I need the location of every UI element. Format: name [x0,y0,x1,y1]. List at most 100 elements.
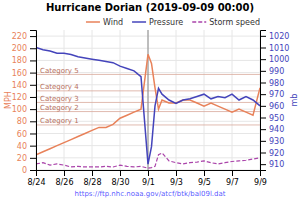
tick-label: 200 [12,44,27,53]
tick-label: 920 [269,149,284,158]
grid-line [204,30,205,170]
axis-line [261,31,267,171]
tick: 990 [260,67,284,76]
legend-swatch [192,21,206,23]
legend-item: Storm speed [192,18,260,27]
tick-label: 910 [269,160,284,169]
tick: 1010 [260,44,289,53]
tick-label: 1000 [269,55,289,64]
annotation: Category 3 [40,95,79,103]
tick-mark [260,83,266,84]
tick: 60 [17,130,36,139]
tick-mark [260,94,266,95]
tick-label: 980 [269,79,284,88]
tick: 9/7 [226,170,239,187]
tick: 9/3 [170,170,183,187]
tick-mark [260,141,266,142]
tick-label: 100 [12,105,27,114]
annotation: Category 2 [40,104,79,112]
axis: 0 20 40 60 80 100 120 140 160 180 200 220 [12,31,37,176]
annotation: Category 1 [40,117,79,125]
tick-label: 1020 [269,32,289,41]
tick: 160 [12,69,36,78]
tick-label: 950 [269,114,284,123]
tick-mark [204,170,205,176]
tick-label: 60 [17,130,27,139]
tick-label: 8/30 [112,178,130,187]
tick-mark [260,118,266,119]
tick-mark [176,170,177,176]
tick: 20 [17,154,36,163]
series-line [36,54,260,154]
tick: 910 [260,160,284,169]
tick-label: 940 [269,125,284,134]
tick-label: 930 [269,137,284,146]
axis: 910920930940950960970980990100010101020 [260,31,289,171]
tick-label: 160 [12,69,27,78]
tick: 0 [22,166,36,175]
axis-line [37,171,261,177]
tick-label: 8/26 [56,178,74,187]
tick-label: 990 [269,67,284,76]
tick-label: 180 [12,56,27,65]
tick-mark [120,170,121,176]
tick: 220 [12,32,36,41]
tick-label: 8/24 [28,178,46,187]
tick-mark [92,170,93,176]
tick: 140 [12,81,36,90]
tick-label: 0 [22,166,27,175]
tick: 930 [260,137,284,146]
tick: 80 [17,117,36,126]
annotation: Category 5 [40,67,79,75]
tick: 8/24 [28,170,46,187]
title: Hurricane Dorian (2019-09-09 00:00) [46,2,254,13]
legend-label: Storm speed [209,18,260,27]
grid-line [232,30,233,170]
tick-mark [30,85,36,86]
tick-mark [260,71,266,72]
tick: 200 [12,44,36,53]
tick-mark [30,48,36,49]
tick-label: 40 [17,142,27,151]
tick-mark [30,121,36,122]
tick-label: 80 [17,117,27,126]
tick: 40 [17,142,36,151]
plot-area [36,30,260,170]
tick: 960 [260,102,284,111]
tick-label: 1010 [269,44,289,53]
grid-line [176,30,177,170]
tick-mark [232,170,233,176]
grid-line [120,30,121,170]
tick-mark [30,97,36,98]
tick-mark [30,170,36,171]
tick-label: 9/5 [198,178,211,187]
grid-line [148,30,149,170]
tick: 9/9 [254,170,267,187]
grid [36,30,260,170]
tick-label: 20 [17,154,27,163]
tick-mark [260,59,266,60]
tick-mark [260,153,266,154]
legend-swatch [86,21,100,23]
axis-title: mb [290,94,299,107]
tick-mark [30,60,36,61]
legend-label: Pressure [149,18,183,27]
legend-item: Wind [86,18,123,27]
source: https://ftp.nhc.noaa.gov/atcf/btk/bal09l… [74,190,225,198]
tick: 8/30 [112,170,130,187]
chart: Hurricane Dorian (2019-09-09 00:00) Categ… [0,0,300,200]
tick-label: 220 [12,32,27,41]
tick: 980 [260,79,284,88]
tick-mark [260,48,266,49]
legend-swatch [132,21,146,23]
tick: 180 [12,56,36,65]
legend: Wind Pressure Storm speed [86,18,260,27]
tick-mark [30,73,36,74]
tick-label: 960 [269,102,284,111]
tick-mark [148,170,149,176]
tick: 120 [12,93,36,102]
tick-label: 9/9 [254,178,267,187]
tick-mark [30,146,36,147]
tick: 8/28 [84,170,102,187]
grid-line [92,30,93,170]
